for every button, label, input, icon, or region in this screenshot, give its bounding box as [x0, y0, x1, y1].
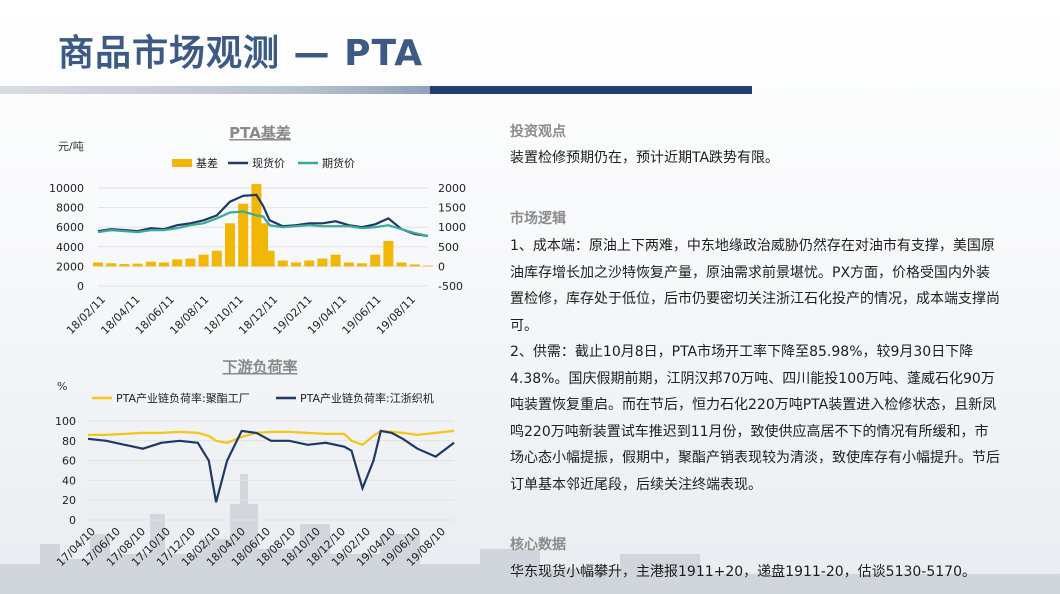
chart1-basis-bar	[304, 260, 315, 267]
chart1-basis-bar	[330, 254, 341, 267]
chart1-basis-bar	[238, 203, 249, 267]
chart1-basis-bar	[291, 262, 301, 267]
skyline-decoration	[0, 474, 1060, 594]
chart1-legend-label: 现货价	[252, 156, 285, 170]
logic-paragraph-1: 1、成本端：原油上下两难，中东地缘政治威胁仍然存在对油市有支撑，美国原油库存增长…	[510, 238, 1000, 334]
chart1-legend-label: 期货价	[322, 156, 355, 170]
chart1-ytick-right: -500	[438, 280, 463, 293]
chart1-basis-bar	[93, 262, 103, 267]
chart1-basis-bar	[277, 260, 288, 267]
chart1-basis-bar	[198, 254, 209, 267]
title-underline	[0, 86, 752, 94]
chart2-title: 下游负荷率	[222, 358, 297, 376]
chart2-line-weaving	[87, 429, 455, 503]
view-heading: 投资观点	[510, 124, 566, 140]
chart1-ytick-right: 2000	[438, 182, 466, 195]
chart1-basis-bar	[343, 262, 354, 267]
chart1-ytick-right: 0	[438, 260, 445, 273]
chart1-ytick-right: 500	[438, 241, 459, 254]
chart1-basis-bar	[172, 259, 183, 267]
chart1-ytick-left: 2000	[56, 260, 84, 273]
chart1-basis-bar	[370, 254, 381, 267]
logic-paragraph-2: 2、供需：截止10月8日，PTA市场开工率下降至85.98%，较9月30日下降4…	[510, 344, 1000, 493]
chart2-ytick: 40	[62, 474, 76, 487]
chart1-basis-bar	[383, 240, 394, 267]
chart1-basis-bar	[423, 265, 433, 267]
chart1-title: PTA基差	[229, 124, 291, 142]
chart1-basis-bar	[119, 264, 130, 267]
chart1-basis-bar	[409, 264, 420, 267]
chart1-line-spot	[97, 193, 429, 238]
chart1-ytick-left: 10000	[49, 182, 84, 195]
chart1-basis-bar	[317, 258, 328, 267]
chart1-basis-bar	[145, 261, 156, 267]
chart2-ytick: 60	[62, 455, 76, 468]
chart1-legend-swatch	[172, 159, 192, 167]
chart2-ytick: 20	[62, 494, 76, 507]
chart1-basis-bar	[264, 250, 275, 267]
chart2-ytick: 0	[69, 514, 76, 527]
chart2-ytick: 100	[55, 415, 76, 428]
chart2-legend-label: PTA产业链负荷率:聚酯工厂	[116, 391, 250, 405]
chart1-legend-label: 基差	[196, 156, 218, 170]
core-heading: 核心数据	[510, 537, 566, 553]
chart1-basis-bar	[132, 263, 143, 267]
chart1-basis-bar	[211, 250, 222, 267]
chart1-ytick-right: 1000	[438, 221, 466, 234]
chart1-basis-bar	[357, 263, 367, 267]
chart1-line-futures	[97, 210, 429, 238]
chart2-legend-label: PTA产业链负荷率:江浙织机	[300, 391, 434, 405]
chart1-basis-bar	[258, 223, 268, 267]
chart2-ytick: 80	[62, 435, 76, 448]
chart1-ytick-left: 0	[77, 280, 84, 293]
page-title: 商品市场观测 — PTA	[58, 33, 424, 74]
chart1-basis-bar	[159, 262, 169, 267]
chart2-unit: %	[57, 380, 67, 393]
logic-heading: 市场逻辑	[510, 211, 566, 227]
title-underline-accent	[430, 86, 752, 94]
chart1-basis-bar	[396, 262, 407, 267]
chart1-unit: 元/吨	[58, 140, 84, 153]
chart1-ytick-right: 1500	[438, 202, 466, 215]
chart1-ytick-left: 8000	[56, 202, 84, 215]
view-text: 装置检修预期仍在，预计近期TA跌势有限。	[510, 150, 780, 166]
core-text: 华东现货小幅攀升，主港报1911+20，递盘1911-20，估谈5130-517…	[510, 564, 976, 580]
chart1-basis-bar	[185, 258, 196, 267]
chart1-basis-bar	[225, 223, 235, 267]
chart1-basis-bar	[251, 184, 262, 267]
chart1-ytick-left: 6000	[56, 221, 84, 234]
chart1-ytick-left: 4000	[56, 241, 84, 254]
chart1-basis-bar	[106, 263, 117, 267]
